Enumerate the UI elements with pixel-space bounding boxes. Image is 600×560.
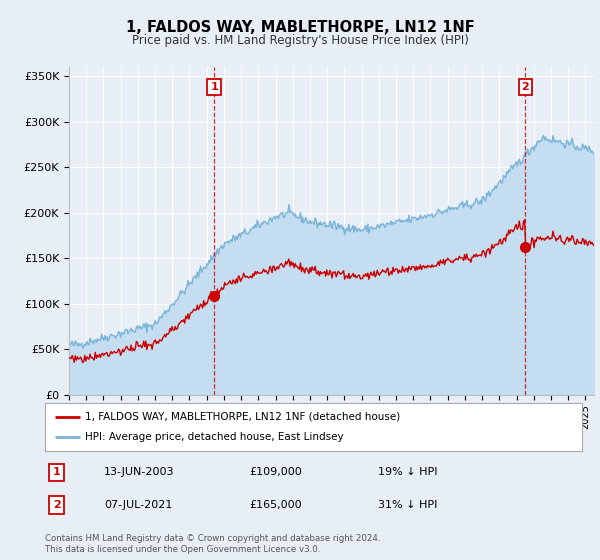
- Text: 2: 2: [53, 500, 61, 510]
- Text: 07-JUL-2021: 07-JUL-2021: [104, 500, 172, 510]
- Text: 1, FALDOS WAY, MABLETHORPE, LN12 1NF (detached house): 1, FALDOS WAY, MABLETHORPE, LN12 1NF (de…: [85, 412, 401, 422]
- Text: Price paid vs. HM Land Registry's House Price Index (HPI): Price paid vs. HM Land Registry's House …: [131, 34, 469, 46]
- Text: 1: 1: [211, 82, 218, 92]
- Text: HPI: Average price, detached house, East Lindsey: HPI: Average price, detached house, East…: [85, 432, 344, 442]
- Text: 31% ↓ HPI: 31% ↓ HPI: [378, 500, 437, 510]
- Text: 2: 2: [521, 82, 529, 92]
- Text: £109,000: £109,000: [249, 467, 302, 477]
- Text: This data is licensed under the Open Government Licence v3.0.: This data is licensed under the Open Gov…: [45, 545, 320, 554]
- Text: 1: 1: [53, 467, 61, 477]
- Text: 19% ↓ HPI: 19% ↓ HPI: [378, 467, 437, 477]
- Text: £165,000: £165,000: [249, 500, 302, 510]
- Text: 1, FALDOS WAY, MABLETHORPE, LN12 1NF: 1, FALDOS WAY, MABLETHORPE, LN12 1NF: [125, 20, 475, 35]
- Text: 13-JUN-2003: 13-JUN-2003: [104, 467, 175, 477]
- Text: Contains HM Land Registry data © Crown copyright and database right 2024.: Contains HM Land Registry data © Crown c…: [45, 534, 380, 543]
